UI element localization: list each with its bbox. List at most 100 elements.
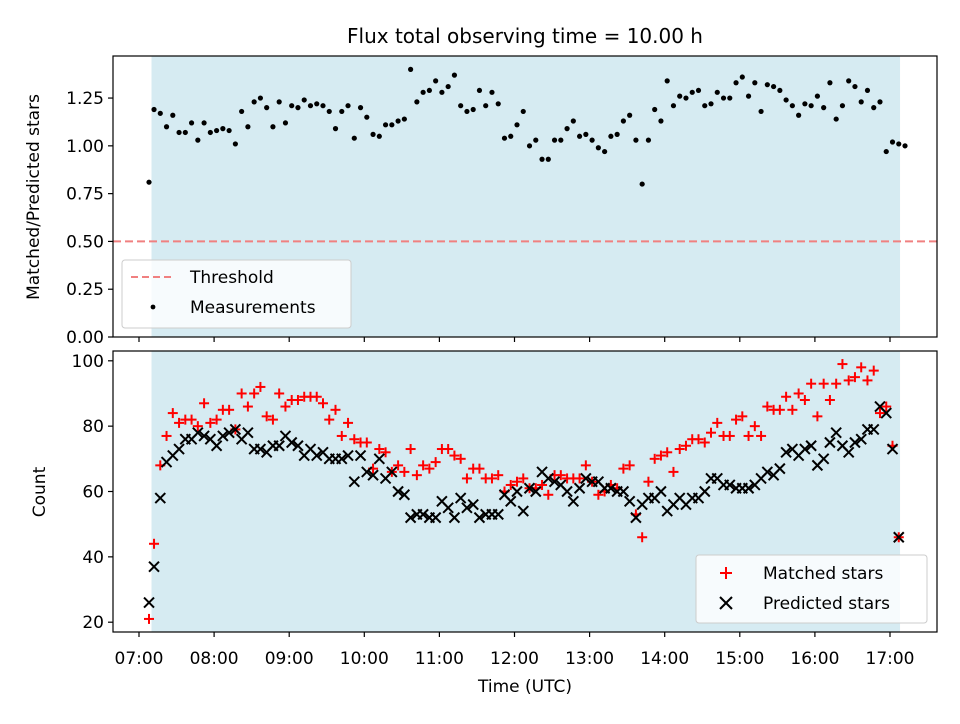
predicted-star-point [573, 482, 586, 494]
measurement-point [789, 103, 795, 109]
predicted-star-point [173, 443, 185, 455]
matched-star-point [668, 466, 679, 477]
predicted-star-point [242, 426, 254, 439]
matched-star-point [486, 473, 497, 484]
matched-star-point [843, 375, 854, 386]
y-tick-label: 60 [82, 483, 104, 503]
measurement-point [614, 131, 620, 137]
legend-measurements-label: Measurements [190, 298, 316, 318]
y-tick-label: 0.25 [66, 280, 104, 300]
measurement-point [401, 116, 407, 122]
predicted-star-point [404, 511, 417, 524]
matched-star-point [405, 444, 416, 455]
predicted-star-point [210, 440, 223, 452]
measurement-point [796, 112, 802, 118]
predicted-star-point [780, 446, 792, 458]
predicted-star-point [392, 485, 404, 498]
y-tick-label: 1.25 [66, 89, 104, 109]
measurement-point [445, 83, 451, 90]
predicted-star-point [461, 502, 473, 514]
measurement-point [620, 118, 626, 124]
measurement-point [508, 133, 514, 139]
matched-star-point [643, 476, 654, 487]
predicted-star-point [273, 440, 285, 452]
predicted-star-point [367, 469, 379, 481]
matched-star-point [261, 411, 272, 422]
measurement-point [188, 120, 195, 126]
predicted-star-point [354, 449, 367, 462]
matched-star-point [174, 417, 185, 428]
matched-star-point [493, 470, 504, 481]
matched-star-point [856, 362, 867, 373]
measurement-point [864, 87, 871, 94]
x-tick-label: 07:00 [115, 649, 164, 669]
bottom-legend: Matched stars Predicted stars [695, 554, 928, 624]
matched-star-point [292, 395, 303, 406]
matched-star-point [699, 437, 710, 448]
predicted-star-point [454, 492, 467, 504]
predicted-star-point [154, 492, 166, 504]
matched-star-point [781, 391, 792, 402]
measurement-point [151, 106, 157, 113]
measurement-point [370, 131, 376, 137]
predicted-star-point [886, 443, 899, 455]
measurement-point [301, 97, 307, 103]
measurement-point [714, 89, 720, 95]
measurement-point [645, 137, 652, 143]
matched-star-point [343, 417, 354, 428]
measurement-point [239, 108, 245, 115]
measurement-point [470, 106, 476, 113]
measurement-point [357, 105, 364, 111]
matched-star-point [518, 473, 529, 484]
measurement-point [902, 143, 908, 149]
matched-star-point [618, 463, 629, 474]
matched-star-point [793, 388, 804, 399]
measurement-point [639, 181, 645, 187]
measurement-point [314, 101, 320, 107]
matched-star-point [624, 460, 635, 471]
matched-star-point [555, 470, 566, 481]
matched-star-point [874, 408, 885, 419]
matched-star-point [280, 401, 291, 412]
top-legend: Threshold Measurements [121, 259, 352, 329]
ratio-panel: Flux total observing time = 10.00 h 0.00… [24, 24, 938, 348]
matched-star-point [649, 453, 660, 464]
measurement-point [889, 139, 896, 145]
measurement-point [833, 116, 839, 122]
matched-star-point [743, 430, 754, 441]
measurement-point [195, 137, 201, 143]
predicted-star-point [192, 426, 204, 439]
matched-star-point [449, 450, 460, 461]
matched-star-point [574, 473, 585, 484]
predicted-star-point [774, 462, 786, 475]
measurement-point [389, 122, 395, 128]
x-tick-label: 13:00 [565, 649, 614, 669]
legend-threshold-label: Threshold [189, 268, 274, 288]
matched-star-point [349, 434, 360, 445]
measurement-point [551, 137, 558, 143]
matched-star-point [211, 414, 222, 425]
y-tick-label: 0.50 [66, 232, 104, 252]
matched-star-point [655, 450, 666, 461]
predicted-star-point [492, 508, 504, 521]
measurement-point [489, 89, 495, 95]
x-tick-label: 15:00 [715, 649, 764, 669]
measurement-point [695, 87, 702, 94]
predicted-star-point [223, 426, 235, 439]
bottom-y-axis: 20 40 60 80 100 [72, 352, 113, 633]
matched-star-point [756, 430, 767, 441]
measurement-point [276, 99, 282, 105]
predicted-star-point [285, 436, 298, 449]
matched-star-point [512, 476, 523, 487]
matched-star-point [824, 395, 835, 406]
matched-star-points [144, 359, 904, 624]
predicted-star-point [548, 475, 561, 488]
predicted-star-point [699, 485, 711, 498]
measurement-point [220, 126, 226, 132]
matched-star-point [149, 538, 160, 549]
matched-star-point [662, 447, 673, 458]
measurement-points [146, 66, 908, 187]
matched-star-point [192, 421, 203, 432]
measurement-point [214, 127, 220, 134]
